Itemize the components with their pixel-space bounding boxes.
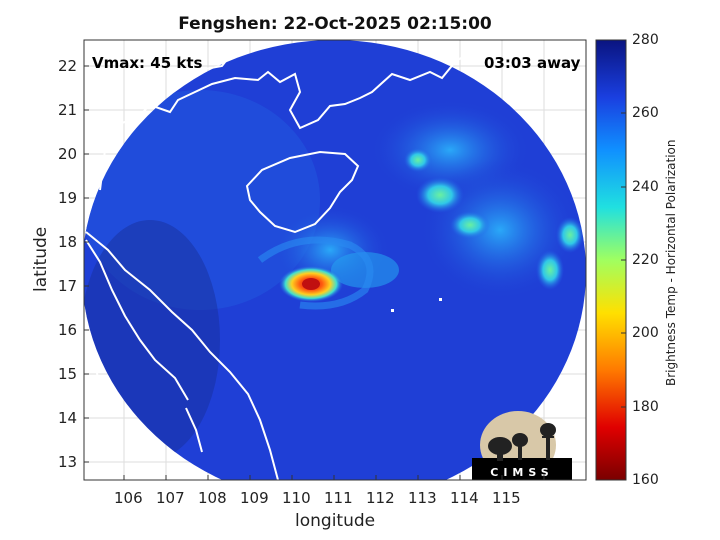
x-tick-label: 110 xyxy=(282,489,311,507)
cimss-logo-text: CIMSS xyxy=(490,466,553,479)
y-tick-label: 14 xyxy=(58,409,78,427)
colorbar-ticks xyxy=(621,112,626,408)
vmax-label: Vmax: 45 kts xyxy=(92,54,203,72)
plot-frame xyxy=(83,39,587,481)
x-tick-label: 109 xyxy=(240,489,269,507)
y-tick-label: 18 xyxy=(58,233,78,251)
x-tick-label: 115 xyxy=(492,489,521,507)
x-tick-label: 107 xyxy=(156,489,185,507)
y-axis-label: latitude xyxy=(31,226,51,292)
land-outlines xyxy=(84,40,487,480)
x-axis-label: longitude xyxy=(295,511,376,531)
y-tick-label: 16 xyxy=(58,321,78,339)
x-tick-label: 111 xyxy=(324,489,353,507)
chart-title: Fengshen: 22-Oct-2025 02:15:00 xyxy=(178,14,492,34)
colorbar-tick-label: 180 xyxy=(632,399,659,415)
microwave-swath xyxy=(84,40,586,480)
colorbar-tick-label: 200 xyxy=(632,325,659,341)
x-tick-label: 113 xyxy=(408,489,437,507)
x-tick-label: 106 xyxy=(114,489,143,507)
colorbar-tick-label: 240 xyxy=(632,179,659,195)
colorbar-label: Brightness Temp - Horizontal Polarizatio… xyxy=(664,139,678,386)
colorbar-tick-label: 260 xyxy=(632,105,659,121)
y-tick-label: 13 xyxy=(58,453,78,471)
y-tick-label: 17 xyxy=(58,277,78,295)
y-tick-label: 20 xyxy=(58,145,78,163)
x-tick-label: 108 xyxy=(198,489,227,507)
y-tick-label: 19 xyxy=(58,189,78,207)
time-away-label: 03:03 away xyxy=(484,54,581,72)
x-tick-label: 114 xyxy=(450,489,479,507)
colorbar-tick-label: 280 xyxy=(632,32,659,48)
x-tick-label: 112 xyxy=(366,489,395,507)
cimss-logo-icon xyxy=(472,411,572,480)
tick-marks xyxy=(84,65,545,480)
y-tick-label: 15 xyxy=(58,365,78,383)
y-tick-label: 22 xyxy=(58,57,78,75)
land-markers xyxy=(391,298,442,312)
colorbar-tick-label: 160 xyxy=(632,472,659,488)
colorbar-tick-label: 220 xyxy=(632,252,659,268)
y-tick-label: 21 xyxy=(58,101,78,119)
